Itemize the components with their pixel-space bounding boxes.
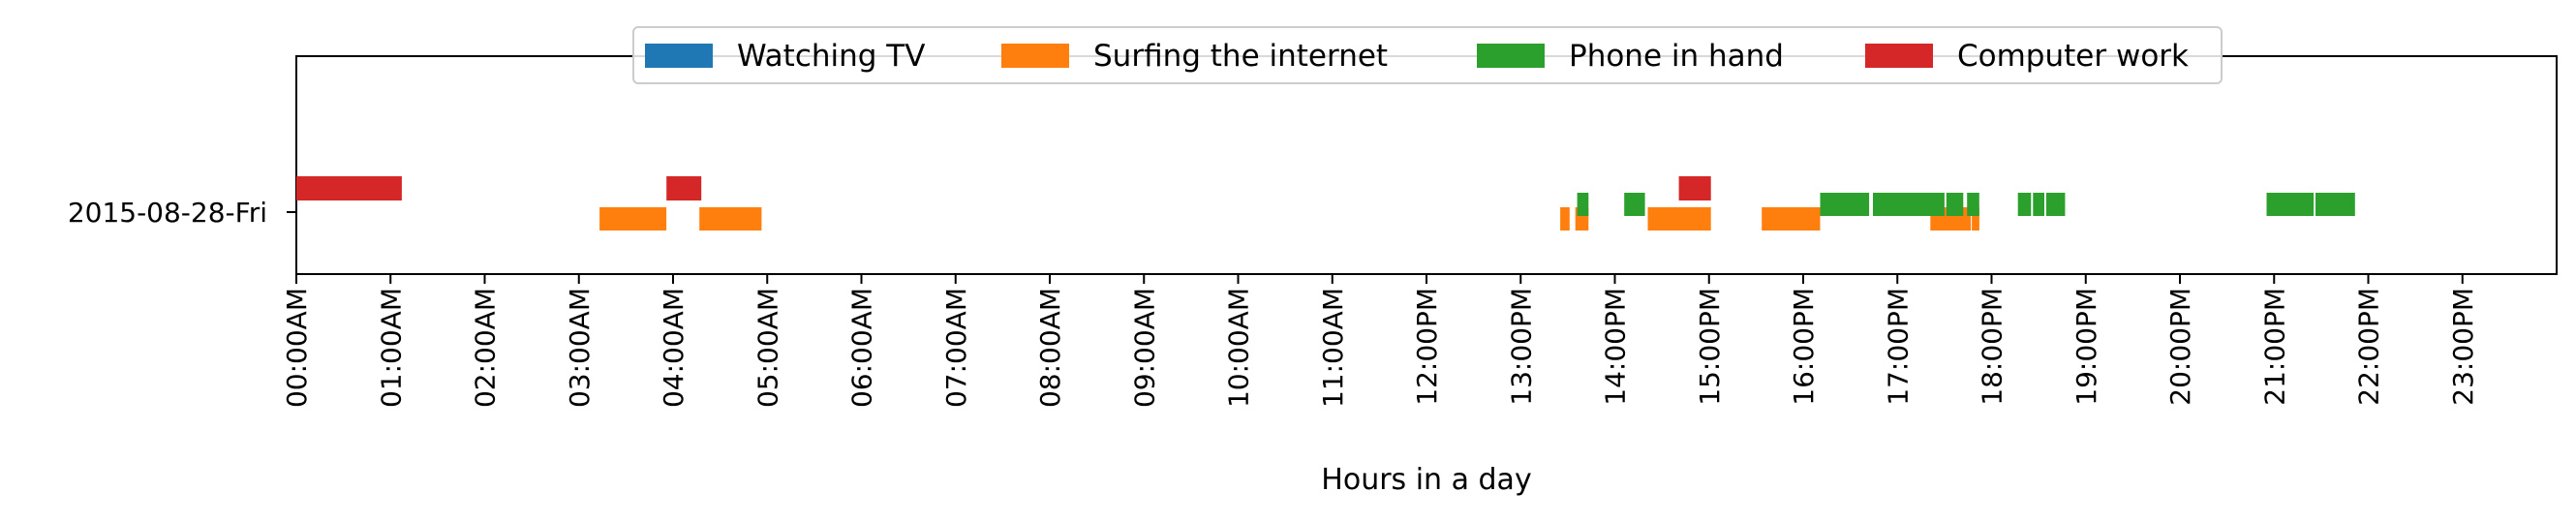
bar-series-1 [1560, 207, 1570, 231]
bar-series-1 [1762, 207, 1821, 231]
x-tick-label: 23:00PM [2447, 288, 2479, 406]
x-tick-label: 17:00PM [1882, 288, 1914, 406]
bar-series-1 [1647, 207, 1711, 231]
bar-series-2 [1624, 193, 1645, 216]
bars-layer [296, 176, 2355, 231]
x-tick-label: 02:00AM [470, 288, 502, 408]
x-tick-label: 20:00PM [2164, 288, 2196, 406]
bar-series-3 [1678, 176, 1711, 200]
legend-swatch [1865, 44, 1933, 68]
legend-label: Watching TV [737, 39, 925, 74]
x-tick-label: 09:00AM [1128, 288, 1160, 408]
x-tick-label: 22:00PM [2353, 288, 2385, 406]
x-axis: 00:00AM 01:00AM 02:00AM 03:00AM 04:00AM 05:00… [281, 274, 2479, 408]
bar-series-2 [2017, 193, 2032, 216]
bar-series-1 [1972, 207, 1979, 231]
x-tick-label: 21:00PM [2258, 288, 2290, 406]
x-tick-label: 13:00PM [1505, 288, 1537, 406]
bar-series-2 [1946, 193, 1964, 216]
bar-series-2 [1967, 193, 1979, 216]
bar-series-3 [296, 176, 402, 200]
y-tick-label: 2015-08-28-Fri [68, 197, 267, 229]
x-tick-label: 08:00AM [1034, 288, 1066, 408]
x-tick-label: 04:00AM [658, 288, 690, 408]
x-tick-label: 10:00AM [1223, 288, 1255, 408]
legend-label: Surfing the internet [1093, 39, 1388, 74]
legend-frame [632, 26, 2223, 84]
legend-swatch [645, 44, 713, 68]
x-tick-label: 12:00PM [1411, 288, 1443, 406]
x-tick-label: 11:00AM [1317, 288, 1349, 408]
x-axis-title: Hours in a day [1321, 463, 1531, 497]
legend-label: Phone in hand [1569, 39, 1784, 74]
bar-series-2 [1577, 193, 1589, 216]
bar-series-1 [699, 207, 762, 231]
x-tick-label: 00:00AM [281, 288, 313, 408]
bar-series-2 [2045, 193, 2066, 216]
bar-series-2 [2315, 193, 2355, 216]
bar-series-2 [1873, 193, 1945, 216]
plot-area [295, 55, 2558, 275]
legend-swatch [1477, 44, 1545, 68]
x-tick-label: 03:00AM [564, 288, 596, 408]
legend-swatch [1001, 44, 1069, 68]
x-tick-label: 05:00AM [751, 288, 783, 408]
x-tick-label: 15:00PM [1694, 288, 1726, 406]
bar-series-2 [1820, 193, 1870, 216]
bar-series-2 [2033, 193, 2044, 216]
bar-series-1 [599, 207, 667, 231]
x-tick-label: 06:00AM [846, 288, 878, 408]
x-tick-label: 07:00AM [940, 288, 972, 408]
x-tick-label: 19:00PM [2070, 288, 2102, 406]
bar-series-3 [666, 176, 702, 200]
bar-series-2 [2266, 193, 2315, 216]
legend: Watching TV Surfing the internet Phone in … [632, 26, 2223, 84]
legend-label: Computer work [1957, 39, 2189, 74]
x-tick-label: 16:00PM [1788, 288, 1820, 406]
x-tick-label: 18:00PM [1977, 288, 2009, 406]
x-tick-label: 01:00AM [375, 288, 407, 408]
x-tick-label: 14:00PM [1600, 288, 1632, 406]
